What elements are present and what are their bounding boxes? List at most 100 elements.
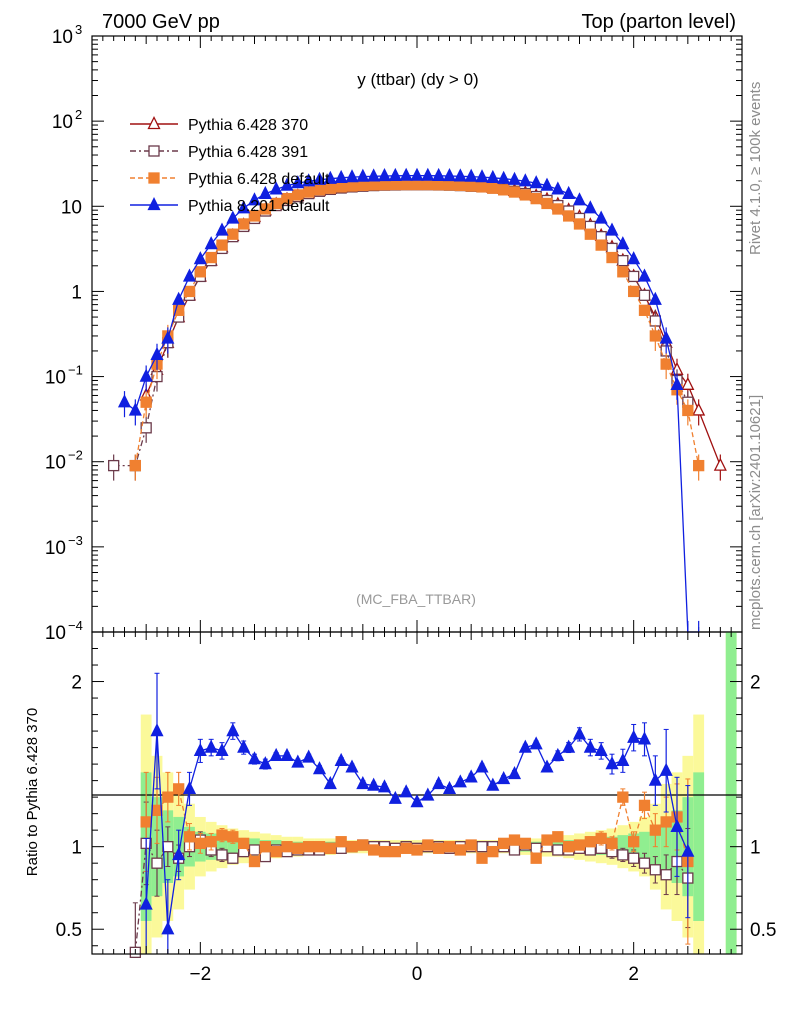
ratio-point (433, 842, 445, 854)
data-point (497, 170, 511, 184)
legend-label: Pythia 6.428 default (188, 171, 330, 188)
ratio-point (453, 774, 467, 788)
main-y-tick-label: 10 (52, 27, 73, 48)
ratio-series (129, 672, 695, 958)
data-point (573, 218, 586, 230)
ratio-point (563, 841, 575, 853)
ratio-point (475, 759, 489, 773)
data-point (280, 177, 294, 191)
data-point (432, 167, 446, 181)
legend-label: Pythia 6.428 370 (188, 117, 308, 134)
main-y-tick-label: 10 (61, 197, 82, 218)
data-point (508, 186, 521, 198)
ratio-point (238, 837, 250, 850)
data-point (465, 180, 477, 192)
ratio-point (161, 921, 175, 935)
mcplots-label: mcplots.cern.ch [arXiv:2401.10621] (747, 395, 764, 630)
ratio-point (508, 844, 521, 856)
data-point (584, 228, 596, 240)
data-point (670, 376, 684, 390)
ratio-point (497, 771, 511, 785)
ratio-point (422, 839, 434, 851)
ratio-point (476, 852, 488, 864)
ratio-point (649, 864, 661, 876)
ratio-point (150, 723, 164, 737)
ratio-y-tick-labels: 0.5 0.5 1 1 2 2 (56, 673, 777, 942)
data-point (617, 254, 629, 267)
ratio-point (617, 791, 629, 803)
ratio-point (323, 775, 337, 790)
data-point (540, 177, 554, 191)
ratio-point (648, 772, 662, 786)
data-point (616, 236, 630, 250)
data-point (183, 285, 196, 298)
band-green (639, 831, 650, 862)
ratio-point (356, 775, 370, 790)
ratio-point (530, 852, 542, 864)
ratio-point (411, 844, 423, 856)
data-point (182, 268, 197, 282)
ratio-point (194, 837, 206, 850)
data-point (476, 181, 488, 193)
main-y-tick-label: 10 (45, 538, 66, 559)
data-point (346, 180, 358, 192)
data-point (356, 168, 370, 182)
data-point (541, 197, 553, 210)
data-point (421, 167, 435, 181)
data-point (518, 173, 532, 187)
data-point (237, 200, 251, 214)
data-point (377, 168, 392, 182)
ratio-point (573, 839, 586, 851)
data-point (486, 169, 500, 183)
data-point (117, 394, 132, 408)
ratio-point (529, 736, 543, 750)
data-point (605, 222, 619, 236)
data-point (562, 185, 576, 199)
ratio-point (628, 852, 640, 864)
ratio-point (541, 834, 553, 846)
ratio-y-tick-label-right: 0.5 (750, 920, 776, 941)
data-point (248, 210, 261, 222)
ratio-point (204, 739, 218, 753)
data-point (150, 346, 164, 360)
ratio-point (583, 739, 597, 753)
ratio-point (346, 841, 358, 853)
ratio-point (162, 841, 174, 853)
ratio-point (258, 756, 272, 770)
ratio-point (280, 747, 294, 761)
main-y-tick-label: 10 (45, 368, 66, 389)
ratio-point (660, 816, 672, 828)
ratio-point (659, 762, 673, 776)
data-point (291, 175, 305, 189)
ratio-point (226, 723, 240, 737)
data-point (628, 285, 640, 298)
ratio-point (335, 836, 347, 848)
data-point (487, 182, 499, 194)
data-point (659, 330, 673, 344)
watermark: (MC_FBA_TTBAR) (356, 591, 476, 607)
x-tick-label: 2 (628, 964, 639, 985)
data-point (227, 228, 239, 240)
ratio-point (498, 837, 510, 850)
band-green (216, 835, 228, 859)
rivet-label: Rivet 4.1.0, ≥ 100k events (747, 82, 764, 255)
data-point (529, 175, 543, 189)
ratio-point (345, 759, 359, 773)
ratio-point (649, 824, 661, 836)
data-point (498, 184, 510, 196)
main-y-tick-exponent: 2 (75, 107, 82, 122)
ratio-point (162, 791, 174, 803)
data-point (368, 179, 380, 191)
data-point (400, 178, 412, 191)
data-point (454, 179, 466, 192)
ratio-point (637, 731, 652, 745)
ratio-point (606, 837, 618, 850)
data-point (378, 179, 391, 191)
data-point (334, 169, 348, 183)
data-point (226, 210, 240, 224)
ratio-point (410, 794, 424, 808)
data-point (551, 181, 565, 195)
ratio-point (139, 896, 153, 910)
data-point (238, 218, 250, 230)
data-point (617, 266, 629, 278)
